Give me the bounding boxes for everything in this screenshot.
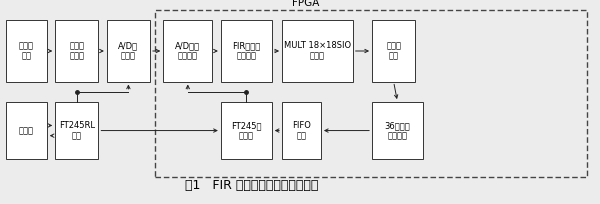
Text: FT245控
制模块: FT245控 制模块 — [231, 121, 262, 140]
FancyBboxPatch shape — [372, 20, 415, 82]
FancyBboxPatch shape — [372, 102, 423, 159]
Text: 乘法累
加器: 乘法累 加器 — [386, 41, 401, 61]
FancyBboxPatch shape — [163, 20, 212, 82]
Text: 图1   FIR 低通滤波器整体设计框图: 图1 FIR 低通滤波器整体设计框图 — [185, 179, 319, 192]
FancyBboxPatch shape — [282, 102, 321, 159]
Text: A/D转
换电路: A/D转 换电路 — [118, 41, 139, 61]
Text: FIR滤波器
采样模块: FIR滤波器 采样模块 — [232, 41, 260, 61]
Text: 正弦波
信号: 正弦波 信号 — [19, 41, 34, 61]
FancyBboxPatch shape — [221, 102, 272, 159]
Text: A/D采集
控制模块: A/D采集 控制模块 — [175, 41, 200, 61]
Text: FPGA: FPGA — [292, 0, 320, 8]
Text: 36位数据
拆分模块: 36位数据 拆分模块 — [385, 121, 410, 140]
Text: FIFO
模块: FIFO 模块 — [292, 121, 311, 140]
FancyBboxPatch shape — [55, 102, 98, 159]
Text: MULT 18×18SIO
乘法器: MULT 18×18SIO 乘法器 — [284, 41, 351, 61]
FancyBboxPatch shape — [6, 20, 47, 82]
FancyBboxPatch shape — [221, 20, 272, 82]
FancyBboxPatch shape — [282, 20, 353, 82]
FancyBboxPatch shape — [6, 102, 47, 159]
FancyBboxPatch shape — [55, 20, 98, 82]
Text: 信号调
理电路: 信号调 理电路 — [70, 41, 84, 61]
FancyBboxPatch shape — [107, 20, 150, 82]
Text: 上位机: 上位机 — [19, 126, 34, 135]
Text: FT245RL
电路: FT245RL 电路 — [59, 121, 95, 140]
